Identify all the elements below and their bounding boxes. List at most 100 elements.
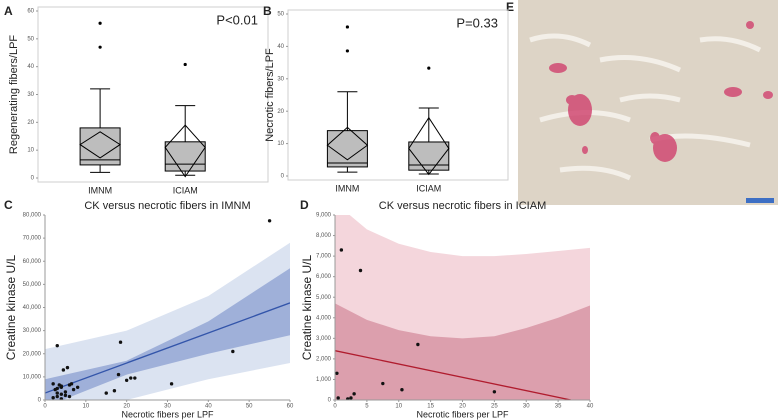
point [381,381,385,386]
y-tick-label: 80,000 [23,213,42,219]
point [112,389,117,393]
point [51,395,55,400]
x-tick-label: 10 [395,404,402,410]
x-tick-label: 50 [246,404,253,410]
y-tick-label: 2,000 [316,356,332,362]
point [339,248,344,252]
mean-diamond [408,116,450,176]
confidence-band [335,303,590,400]
y-axis-label: Creatine kinase U/L [300,254,314,360]
y-tick-label: 10 [277,141,284,147]
outlier [427,66,431,70]
y-axis-label: Necrotic fibers/LPF [264,48,276,142]
point [67,394,72,399]
point [352,392,356,396]
y-tick-label: 20 [277,109,284,115]
y-tick-label: 4,000 [316,315,332,321]
annotation: P=0.33 [456,15,498,30]
histology-image [518,0,778,205]
x-tick-label: 0 [333,404,337,410]
mean-diamond [164,124,206,178]
chart-title: CK versus necrotic fibers in IMNM [84,200,250,212]
fit-line [45,302,290,394]
y-tick-label: 20,000 [23,351,42,357]
box [408,66,450,176]
x-tick-label: ICIAM [173,185,198,195]
point [55,394,59,399]
point [133,376,137,380]
y-tick-label: 9,000 [316,213,332,219]
y-tick-label: 60,000 [23,259,42,265]
plot-area [45,219,290,400]
point [231,349,235,354]
panel-label: C [4,198,13,212]
y-tick-label: 50 [27,36,34,42]
point [492,390,497,394]
point [346,397,350,400]
x-tick-label: 10 [82,404,89,410]
x-tick-label: 60 [287,404,294,410]
image-background [518,0,778,205]
point [358,268,363,273]
point [416,342,420,347]
point [116,372,121,377]
x-tick-label: 30 [164,404,171,410]
y-tick-label: 0 [38,398,42,404]
point [336,396,340,400]
plot-area [335,215,590,400]
box [164,62,206,178]
mean-diamond [326,126,369,161]
point [65,365,70,370]
x-tick-label: 0 [43,404,47,410]
x-tick-label: IMNM [335,183,359,193]
panel-label: B [263,4,272,18]
x-tick-label: 5 [365,404,369,410]
y-tick-label: 40 [277,44,284,50]
y-tick-label: 40,000 [23,305,42,311]
y-tick-label: 40 [27,64,34,70]
x-tick-label: 20 [123,404,130,410]
point [61,368,66,372]
x-tick-label: IMNM [88,185,112,195]
y-tick-label: 30,000 [23,328,42,334]
box [326,25,369,173]
y-tick-label: 8,000 [316,233,332,239]
box [79,21,122,173]
y-tick-label: 7,000 [316,254,332,260]
y-tick-label: 30 [277,76,284,82]
y-tick-label: 20 [27,120,34,126]
point [55,386,59,391]
y-tick-label: 6,000 [316,274,332,280]
x-tick-label: 20 [459,404,466,410]
point [267,219,272,223]
y-tick-label: 3,000 [316,336,332,342]
mean-diamond [79,131,122,159]
y-tick-label: 10 [27,148,34,154]
y-tick-label: 0 [31,176,35,182]
y-tick-label: 50,000 [23,282,42,288]
y-tick-label: 0 [328,398,332,404]
scale-bar [746,198,774,203]
fit-line [335,350,572,400]
point [124,378,129,383]
point [63,393,68,398]
outlier [183,62,187,67]
y-tick-label: 5,000 [316,295,332,301]
box-body [326,130,368,168]
stained-regions [549,21,773,162]
outlier [98,45,102,49]
point [63,390,68,394]
y-axis-label: Regenerating fibers/LPF [8,35,20,155]
outlier [98,21,102,25]
confidence-band [45,268,290,400]
y-tick-label: 0 [281,174,285,180]
y-tick-label: 50 [277,12,284,18]
box-body [79,127,121,166]
outlier [345,25,349,29]
chart-title: CK versus necrotic fibers in ICIAM [379,200,547,212]
x-axis-label: Necrotic fibers per LPF [416,409,509,419]
y-tick-label: 10,000 [23,374,42,380]
point [104,391,108,395]
point [335,371,339,375]
